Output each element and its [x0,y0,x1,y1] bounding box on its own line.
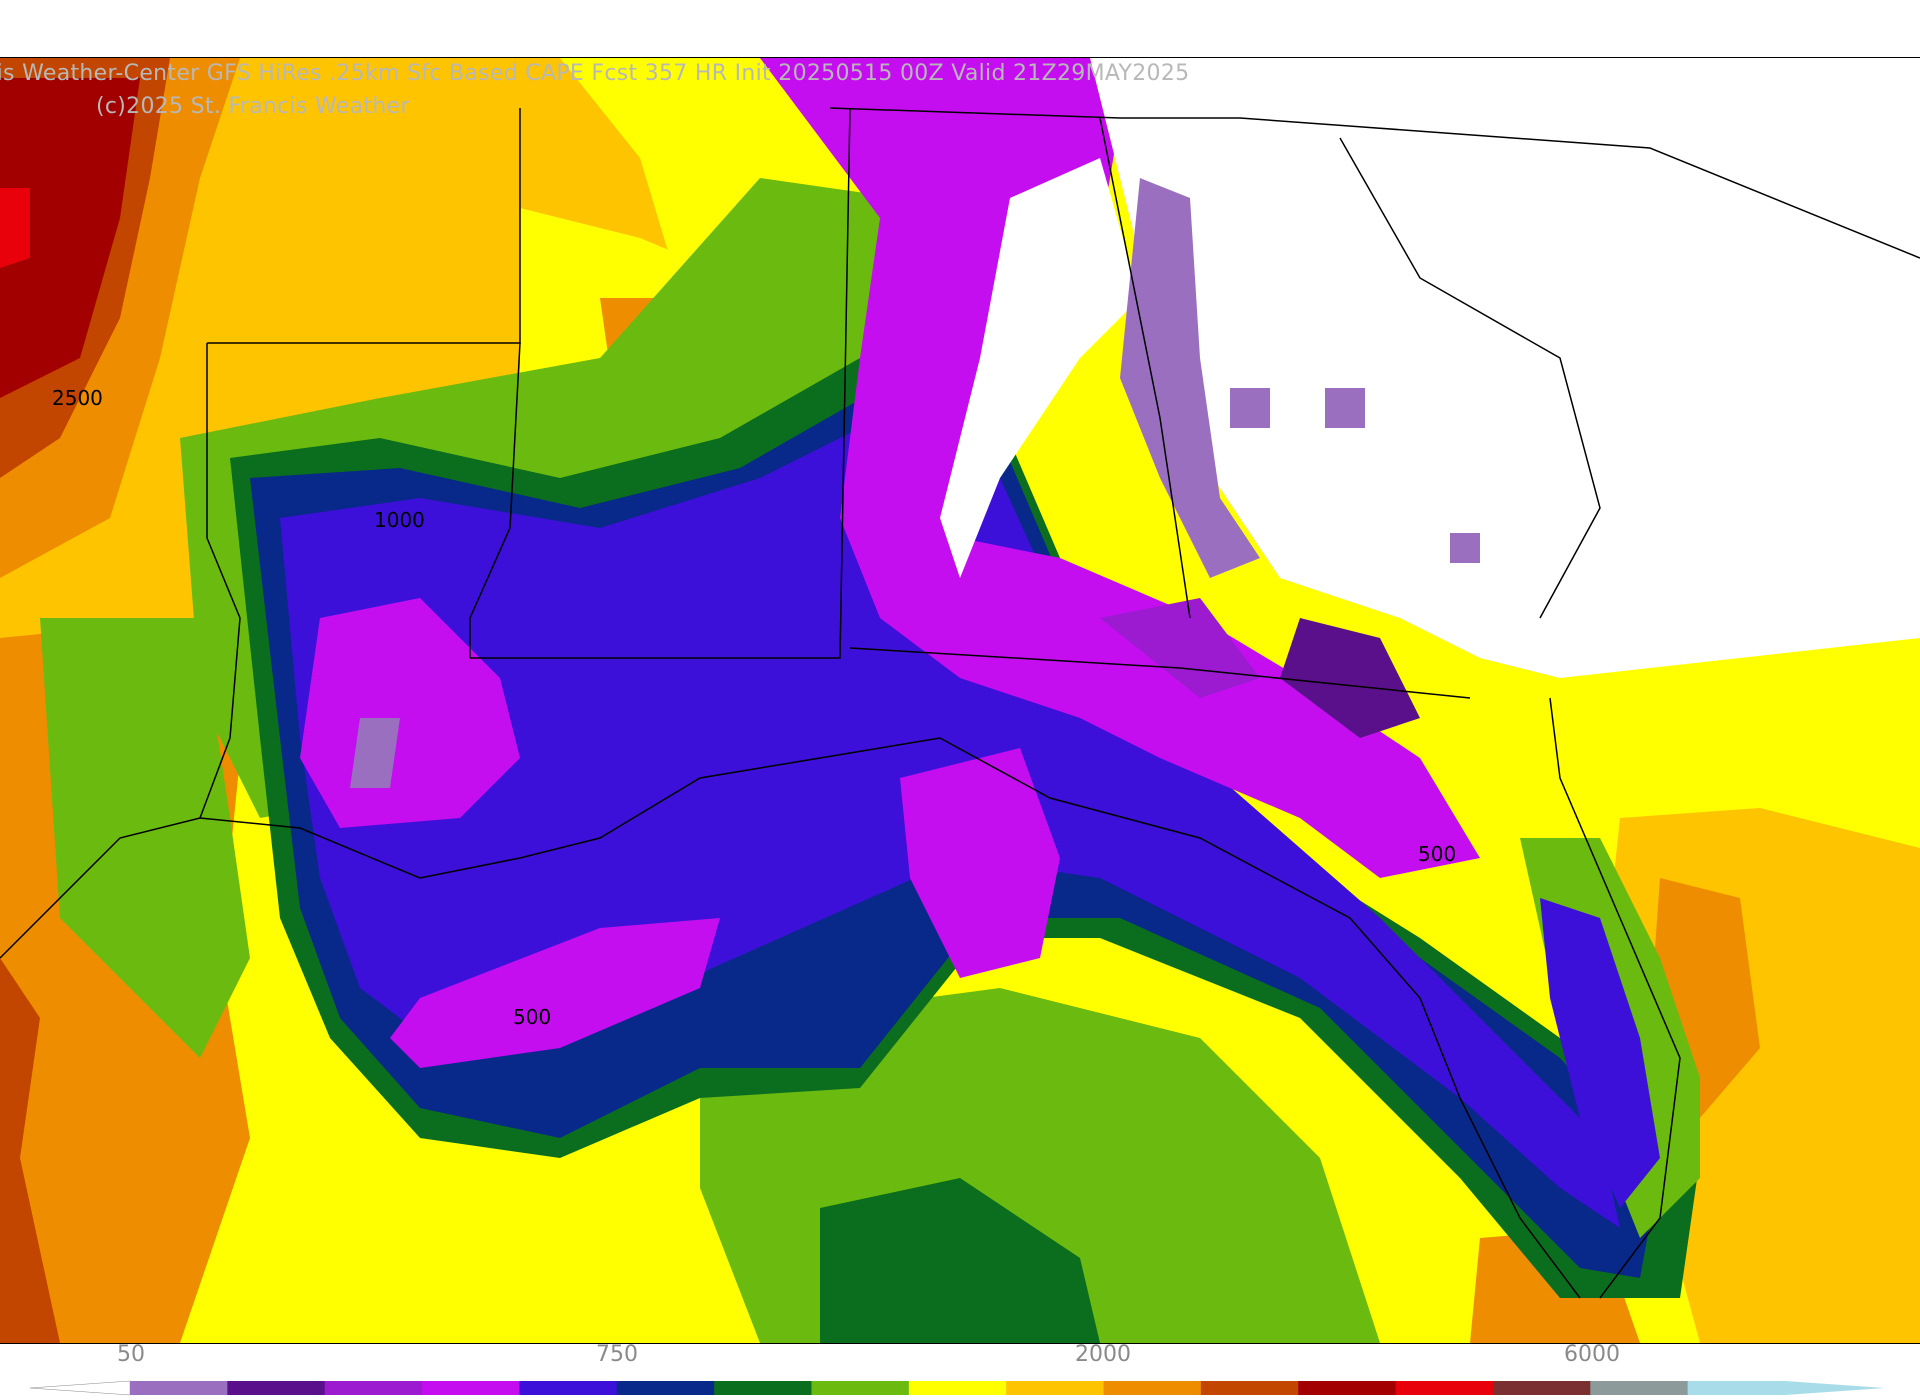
colorbar-tick-label: 50 [117,1342,145,1367]
map-title: ncis Weather-Center GFS HiRes .25km Sfc … [0,61,1190,86]
colorbar-arrow-left [30,1380,131,1396]
colorbar-swatch [811,1381,910,1395]
contour-label: 1000 [374,508,425,532]
colorbar-swatch [1200,1381,1299,1395]
colorbar-swatch [1395,1381,1494,1395]
cape-fill-darkgreen-south [820,1178,1100,1343]
colorbar-swatch [1006,1381,1105,1395]
colorbar-swatch [130,1381,228,1395]
cape-fill-lavender-spot2 [1325,388,1365,428]
contour-label: 2500 [52,386,103,410]
colorbar-swatch [714,1381,812,1395]
cape-fill-purple-patch [1100,598,1260,698]
colorbar-swatch [227,1381,326,1395]
colorbar-swatch [1590,1381,1689,1395]
colorbar-swatch [616,1381,715,1395]
cape-fill-lavender-west [350,718,400,788]
cape-fill-magenta-north [760,58,1480,878]
cape-fill-lavender-spot3 [1450,533,1480,563]
cape-fill-darkorange-west [0,958,60,1343]
colorbar-swatch [422,1381,520,1395]
colorbar [30,1380,1885,1396]
copyright-text: (c)2025 St. Francis Weather [96,94,410,119]
cape-fill-white-alabama [940,158,1140,578]
colorbar-tick-label: 2000 [1075,1342,1131,1367]
map-panel [0,57,1920,1344]
cape-fill-blue-florida [1540,898,1660,1208]
colorbar-tick-label: 6000 [1564,1342,1620,1367]
colorbar-swatch [519,1381,618,1395]
cape-fill-lavender-fringe [1120,178,1260,578]
cape-fill-white-east [1090,58,1920,678]
state-boundaries [0,107,1920,1299]
colorbar-swatch [1687,1381,1786,1395]
cape-fill-green-west [40,618,250,1058]
colorbar-arrow-right [1785,1381,1885,1395]
cape-fill-darkred-northwest [0,78,140,398]
colorbar-swatch [324,1381,423,1395]
cape-fill-darkpurple-patch [1280,618,1420,738]
colorbar-swatch [908,1381,1007,1395]
contour-label: 500 [1418,842,1457,866]
cape-fill-red-corner [0,188,30,268]
cape-field-map [0,58,1920,1343]
colorbar-tick-label: 750 [596,1342,638,1367]
cape-fill-magenta-center [900,748,1060,978]
colorbar-swatch [1298,1381,1397,1395]
contour-label: 500 [513,1005,552,1029]
cape-fill-magenta-arc [390,918,720,1068]
colorbar-swatch [1103,1381,1202,1395]
colorbar-swatch [1492,1381,1591,1395]
cape-fill-lavender-spot1 [1230,388,1270,428]
